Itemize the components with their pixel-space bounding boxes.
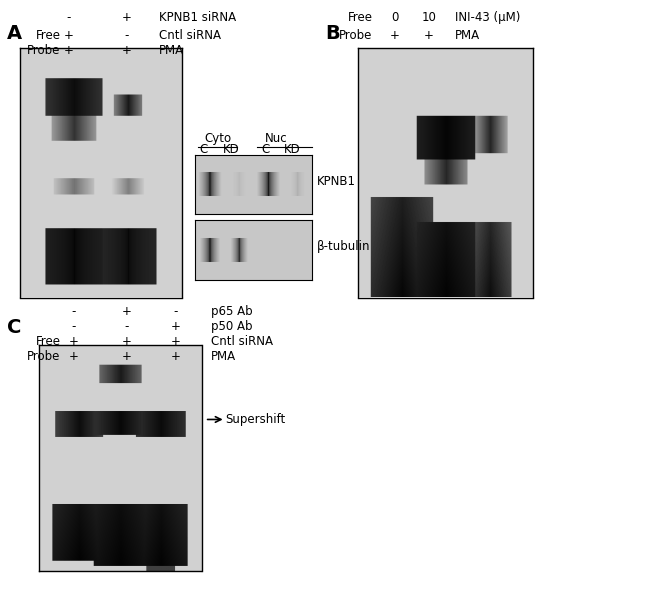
Text: Probe: Probe — [339, 29, 372, 42]
Text: KPNB1 siRNA: KPNB1 siRNA — [159, 11, 237, 24]
Text: Probe: Probe — [27, 43, 60, 57]
Text: p65 Ab: p65 Ab — [211, 305, 253, 318]
Text: +: + — [122, 305, 132, 318]
Text: B: B — [325, 24, 340, 43]
Text: +: + — [170, 335, 181, 348]
Text: p50 Ab: p50 Ab — [211, 320, 253, 333]
Text: C: C — [6, 318, 21, 337]
Text: +: + — [68, 335, 79, 348]
Text: C: C — [200, 143, 207, 156]
Text: +: + — [63, 43, 73, 57]
Text: β-tubulin: β-tubulin — [317, 240, 370, 253]
Text: 10: 10 — [422, 11, 436, 24]
Text: Cyto: Cyto — [204, 131, 231, 145]
Text: +: + — [122, 350, 132, 363]
Text: Supershift: Supershift — [226, 413, 286, 426]
Text: PMA: PMA — [211, 350, 237, 363]
Text: +: + — [68, 350, 79, 363]
Text: Probe: Probe — [27, 350, 60, 363]
Text: INI-43 (μM): INI-43 (μM) — [455, 11, 521, 24]
Text: A: A — [6, 24, 21, 43]
Text: KD: KD — [284, 143, 301, 156]
Text: +: + — [170, 350, 181, 363]
Text: +: + — [122, 43, 132, 57]
Text: KD: KD — [222, 143, 239, 156]
Text: -: - — [174, 305, 177, 318]
Text: +: + — [122, 335, 132, 348]
Text: Free: Free — [36, 335, 60, 348]
Text: +: + — [170, 320, 181, 333]
Text: PMA: PMA — [455, 29, 480, 42]
Text: Nuc: Nuc — [265, 131, 287, 145]
Text: +: + — [389, 29, 400, 42]
Text: -: - — [66, 11, 70, 24]
Text: -: - — [125, 320, 129, 333]
Text: -: - — [72, 320, 75, 333]
Text: +: + — [424, 29, 434, 42]
Text: Free: Free — [348, 11, 372, 24]
Text: -: - — [125, 29, 129, 42]
Text: Free: Free — [36, 29, 60, 42]
Text: +: + — [63, 29, 73, 42]
Text: Cntl siRNA: Cntl siRNA — [159, 29, 221, 42]
Text: Cntl siRNA: Cntl siRNA — [211, 335, 273, 348]
Text: 0: 0 — [391, 11, 398, 24]
Text: +: + — [122, 11, 132, 24]
Text: PMA: PMA — [159, 43, 185, 57]
Text: KPNB1: KPNB1 — [317, 175, 356, 188]
Text: C: C — [261, 143, 269, 156]
Text: -: - — [72, 305, 75, 318]
